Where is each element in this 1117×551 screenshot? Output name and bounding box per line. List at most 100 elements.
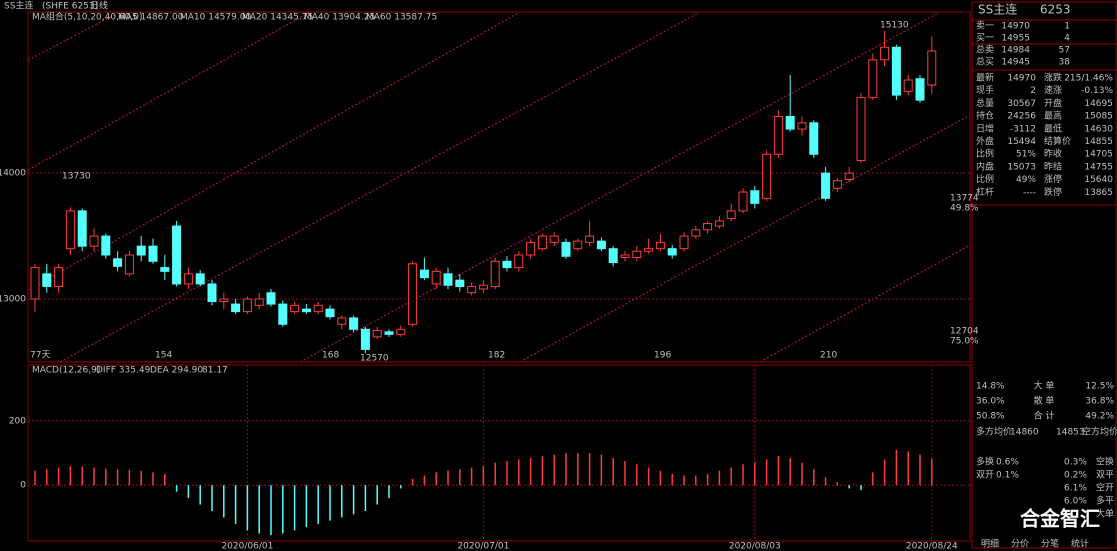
stat-value: 14630: [1084, 124, 1113, 134]
candle-body: [785, 115, 795, 130]
stat-value: 15494: [1007, 137, 1036, 147]
quote-panel: SS主连 6253 卖一 14970 1 买一 14955 4 总卖 14984 57 总买 14945…: [972, 2, 1117, 550]
candle-body: [596, 240, 606, 250]
stat-label: 比例: [976, 148, 994, 160]
candle-body: [360, 328, 370, 350]
tab: 分笔: [1041, 538, 1059, 550]
candle-body: [537, 235, 547, 250]
y-tick-label: 14000: [0, 169, 26, 179]
change-item: 0.1%: [996, 471, 1019, 481]
stat-label: 比例: [976, 173, 994, 185]
flow-label: 大 单: [1034, 380, 1055, 392]
flow-label: 散 单: [1034, 395, 1055, 407]
stat-label: 开盘: [1044, 97, 1062, 109]
annotation: 75.0%: [950, 337, 979, 347]
stat-label: 最新: [976, 72, 994, 84]
candle-body: [832, 180, 842, 189]
stat-value: ----: [1023, 188, 1036, 198]
macd-dea: DEA 294.90: [150, 366, 203, 376]
main-frame: [27, 11, 971, 363]
candle-body: [620, 254, 630, 259]
watermark: 合金智汇: [1020, 507, 1100, 531]
candle-body: [868, 59, 878, 99]
candle-body: [160, 267, 170, 272]
stat-value: 215/1.46%: [1064, 74, 1113, 84]
candle-body: [301, 308, 311, 313]
flow-right: 49.2%: [1085, 412, 1114, 422]
stat-value: 14970: [1007, 74, 1036, 84]
candle-body: [478, 284, 488, 290]
candle-body: [207, 283, 217, 303]
candle-body: [396, 328, 406, 335]
candle-body: [290, 304, 300, 313]
candle-body: [738, 191, 748, 212]
stat-value: 14705: [1084, 150, 1113, 160]
candle-body: [266, 292, 276, 305]
stat-label: 结算价: [1044, 135, 1071, 147]
book-label: 买一: [976, 33, 994, 44]
candle-body: [726, 210, 736, 219]
book-price: 14970: [1001, 22, 1030, 32]
candle-body: [856, 97, 866, 162]
y-tick-label: 13000: [0, 295, 26, 305]
candle-body: [455, 279, 465, 287]
candle-body: [42, 273, 52, 287]
book-qty: 38: [1059, 58, 1071, 68]
book-qty: 4: [1064, 34, 1070, 44]
tab: 明细: [981, 538, 999, 550]
change-item: 6.1%: [1064, 484, 1087, 494]
stat-value: 15073: [1007, 162, 1036, 172]
candle-body: [797, 122, 807, 130]
ma-legend-item: MA10 14579.00: [180, 13, 251, 23]
book-price: 14945: [1001, 58, 1030, 68]
candle-body: [242, 298, 252, 313]
candle-body: [172, 225, 182, 285]
candle-body: [632, 250, 642, 259]
candle-body: [750, 190, 760, 204]
stat-label: 总量: [976, 97, 994, 109]
candle-body: [915, 78, 925, 101]
candle-body: [927, 50, 937, 86]
avg-item: 14853: [1056, 428, 1085, 438]
x-tick-label: 2020/07/01: [457, 542, 509, 551]
avg-item: 多方均价: [976, 426, 1012, 438]
candle-body: [655, 241, 665, 250]
tab: 统计: [1071, 538, 1089, 550]
change-item: 双开: [976, 470, 994, 481]
gann-lines: [27, 11, 971, 363]
stat-value: 15640: [1084, 175, 1113, 185]
candle-body: [443, 273, 453, 286]
candle-body: [608, 248, 618, 264]
candle-body: [691, 229, 701, 237]
annotation: 13730: [62, 172, 91, 182]
candle-body: [408, 263, 418, 325]
ma-legend-item: MA60 13587.75: [366, 13, 437, 23]
annotation: 154: [155, 351, 172, 361]
candle-body: [667, 248, 677, 256]
candle-body: [809, 122, 819, 155]
stat-label: 日增: [976, 122, 994, 134]
annotation: 168: [322, 351, 339, 361]
candle-body: [773, 115, 783, 155]
x-tick-label: 2020/06/01: [221, 542, 273, 551]
candle-body: [337, 317, 347, 325]
book-label: 总卖: [976, 44, 994, 56]
macd-value: 81.17: [202, 366, 228, 376]
change-item: 多平: [1096, 495, 1114, 507]
candle-body: [254, 298, 264, 306]
candle-body: [278, 303, 288, 325]
annotation: 13774: [950, 194, 979, 204]
annotation: 49.8%: [950, 204, 979, 214]
candle-body: [903, 79, 913, 92]
candle-body: [502, 260, 512, 269]
candle-body: [714, 220, 724, 227]
candle-body: [419, 269, 429, 279]
stat-value: 30567: [1007, 99, 1036, 109]
stat-label: 内盘: [976, 160, 994, 172]
stat-value: 15085: [1084, 112, 1113, 122]
symbol: SS主连: [4, 0, 33, 12]
candle-body: [372, 330, 382, 338]
